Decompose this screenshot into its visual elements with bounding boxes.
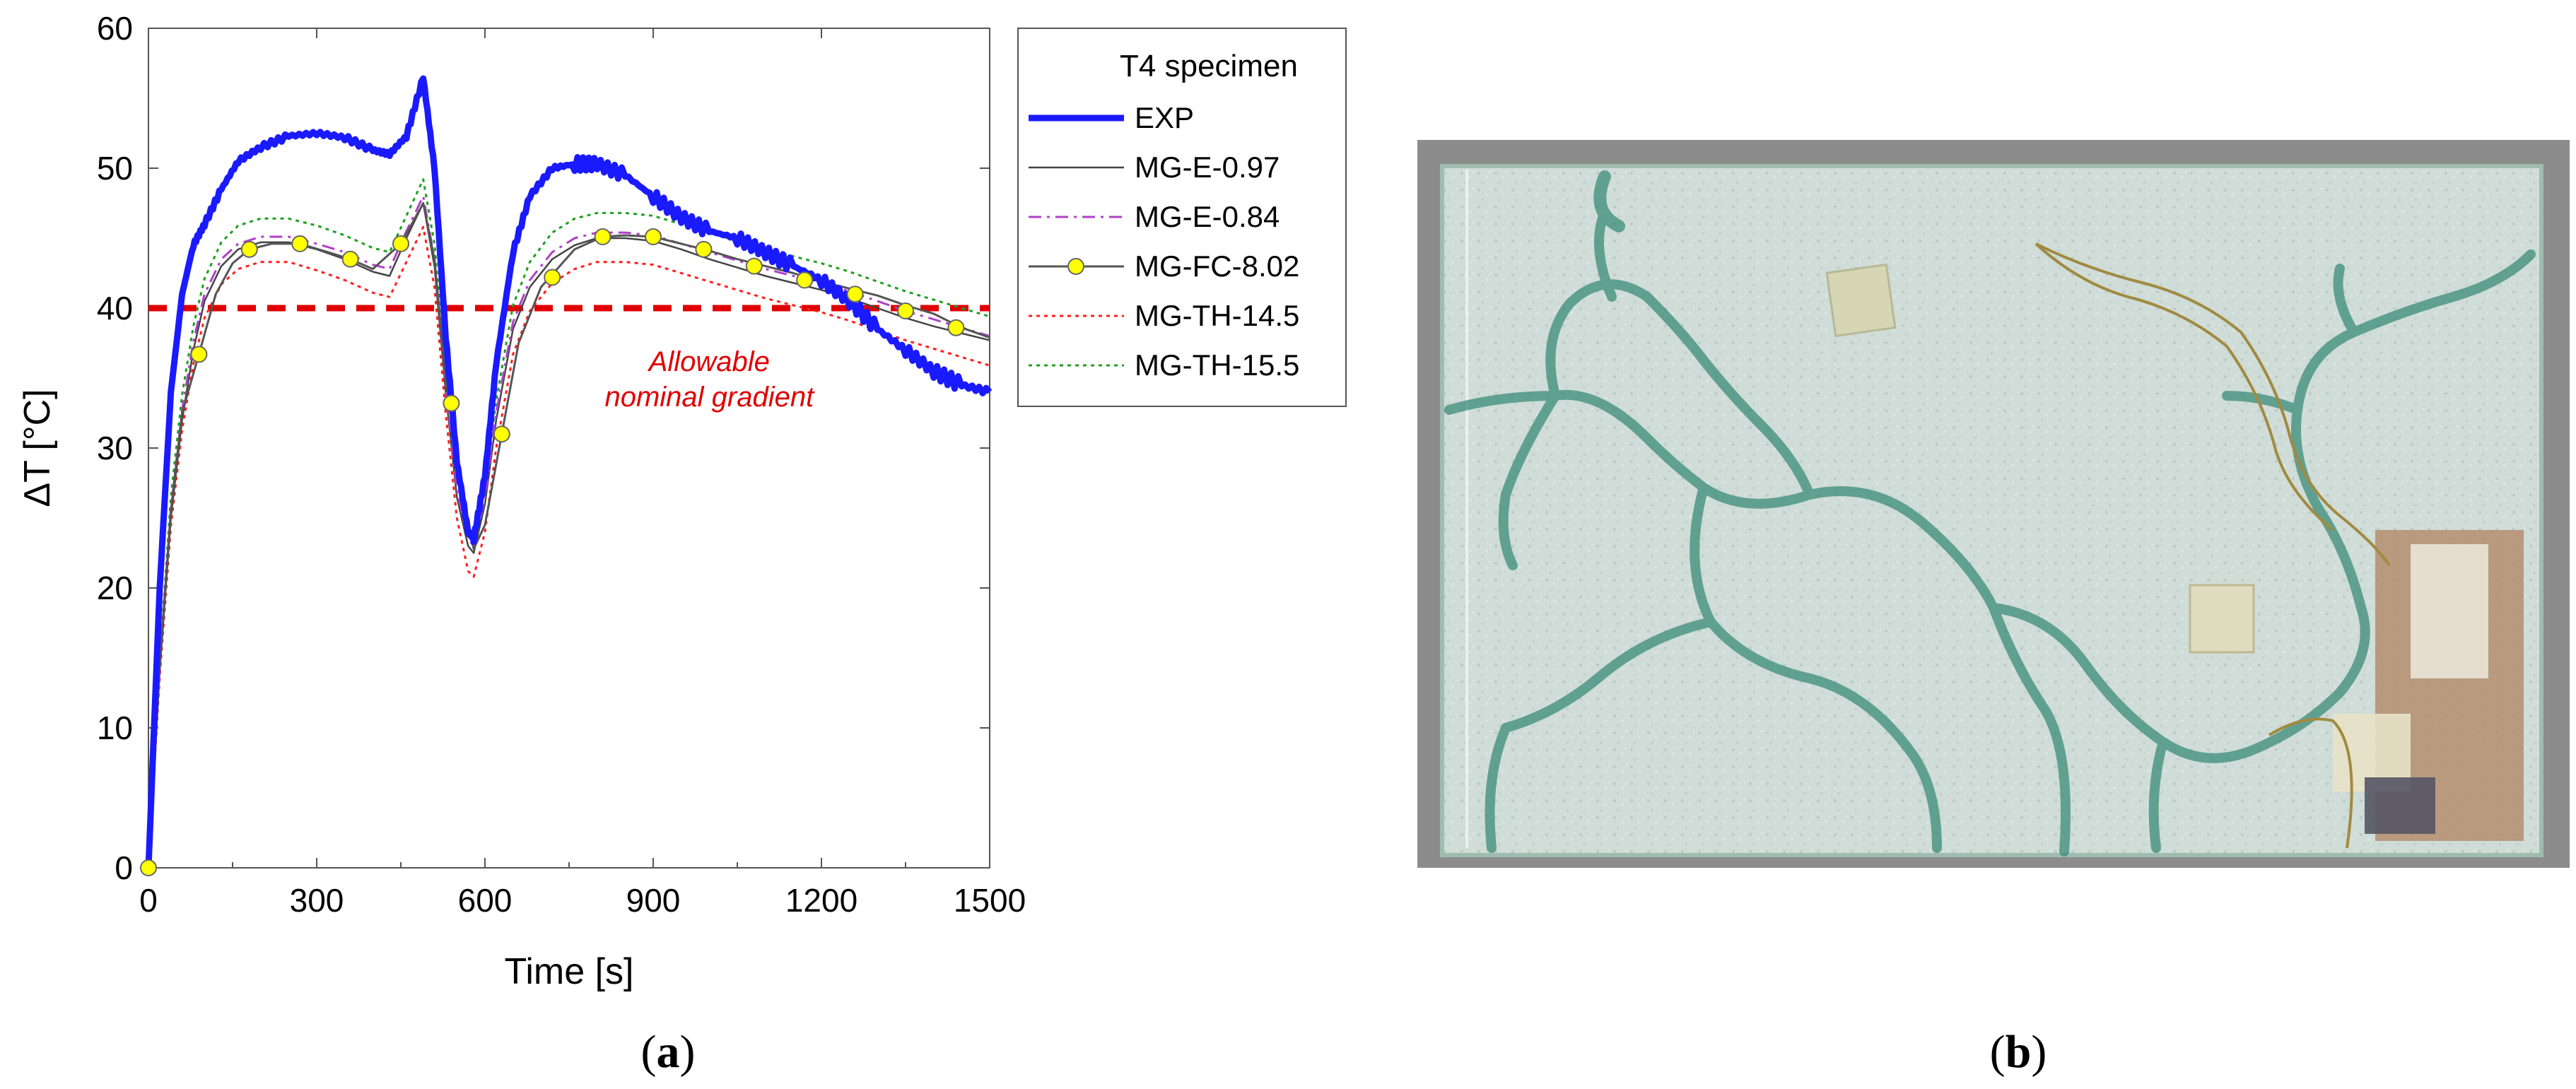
fc-marker bbox=[695, 240, 713, 258]
tape-patch-1 bbox=[1825, 263, 1897, 338]
marker-layer bbox=[140, 228, 965, 876]
y-tick-label: 50 bbox=[97, 150, 133, 187]
series-line-exp bbox=[145, 75, 993, 869]
x-tick-label: 1500 bbox=[954, 882, 1026, 919]
legend: T4 specimen EXP MG-E-0.97 MG-E-0.84 MG-FC-8… bbox=[1017, 28, 1347, 407]
series-line-mg-th-14-5 bbox=[147, 225, 990, 869]
thermocouple-wires bbox=[2035, 242, 2391, 849]
series-line-mg-e-0-84 bbox=[147, 195, 990, 869]
fc-marker bbox=[745, 257, 763, 275]
y-tick-label: 10 bbox=[97, 710, 133, 746]
fc-marker bbox=[341, 250, 359, 268]
y-tick-label: 0 bbox=[115, 849, 133, 886]
fc-marker bbox=[594, 228, 611, 246]
crack-lines bbox=[1444, 170, 2536, 857]
fc-marker bbox=[796, 271, 814, 289]
legend-title: T4 specimen bbox=[1120, 49, 1298, 83]
legend-label: MG-E-0.84 bbox=[1135, 200, 1280, 233]
tape-patch-3 bbox=[2411, 544, 2488, 678]
x-tick-label: 300 bbox=[290, 882, 344, 919]
legend-label: EXP bbox=[1135, 101, 1194, 134]
x-tick-label: 900 bbox=[626, 882, 681, 919]
x-axis-ticks: 0 300 600 900 1200 1500 bbox=[139, 28, 1026, 919]
tape-patches bbox=[1825, 263, 2524, 841]
plot-frame bbox=[148, 28, 990, 869]
panel-label-a: (a) bbox=[641, 1026, 696, 1078]
annotation-line-2: nominal gradient bbox=[604, 382, 815, 413]
fc-marker bbox=[544, 269, 561, 286]
fc-marker bbox=[190, 346, 208, 363]
series-layer bbox=[145, 75, 993, 869]
y-axis-ticks: 0 10 20 30 40 50 60 bbox=[97, 10, 990, 886]
fc-marker bbox=[645, 228, 662, 246]
legend-box bbox=[1017, 28, 1347, 407]
glass-photo bbox=[1417, 140, 2570, 868]
legend-marker bbox=[1067, 258, 1084, 275]
legend-label: MG-E-0.97 bbox=[1135, 151, 1280, 184]
y-axis-title: ΔT [°C] bbox=[17, 389, 58, 507]
panel-label-b: (b) bbox=[1990, 1026, 2047, 1078]
x-axis-title: Time [s] bbox=[505, 951, 634, 992]
tape-patch-2 bbox=[2189, 584, 2255, 654]
legend-label: MG-FC-8.02 bbox=[1135, 249, 1299, 283]
fc-marker bbox=[493, 425, 510, 443]
fc-marker bbox=[947, 319, 965, 336]
annotation-line-1: Allowable bbox=[648, 346, 770, 377]
y-tick-label: 40 bbox=[97, 290, 133, 326]
fc-marker bbox=[240, 240, 258, 258]
fc-marker bbox=[392, 235, 409, 252]
fc-marker bbox=[846, 286, 864, 303]
x-tick-label: 600 bbox=[458, 882, 513, 919]
fc-marker bbox=[897, 302, 914, 319]
x-tick-label: 0 bbox=[139, 882, 158, 919]
fc-marker bbox=[140, 859, 157, 876]
fc-marker bbox=[443, 394, 460, 412]
y-tick-label: 20 bbox=[97, 570, 133, 606]
series-line-mg-th-15-5 bbox=[147, 178, 990, 869]
legend-label: MG-TH-15.5 bbox=[1135, 348, 1299, 382]
x-tick-label: 1200 bbox=[785, 882, 857, 919]
y-tick-label: 60 bbox=[97, 10, 133, 47]
y-tick-label: 30 bbox=[97, 430, 133, 466]
fc-marker bbox=[291, 235, 309, 252]
series-line-mg-e-0-97 bbox=[147, 202, 990, 869]
legend-label: MG-TH-14.5 bbox=[1135, 299, 1299, 332]
sensor-chip bbox=[2365, 777, 2435, 834]
